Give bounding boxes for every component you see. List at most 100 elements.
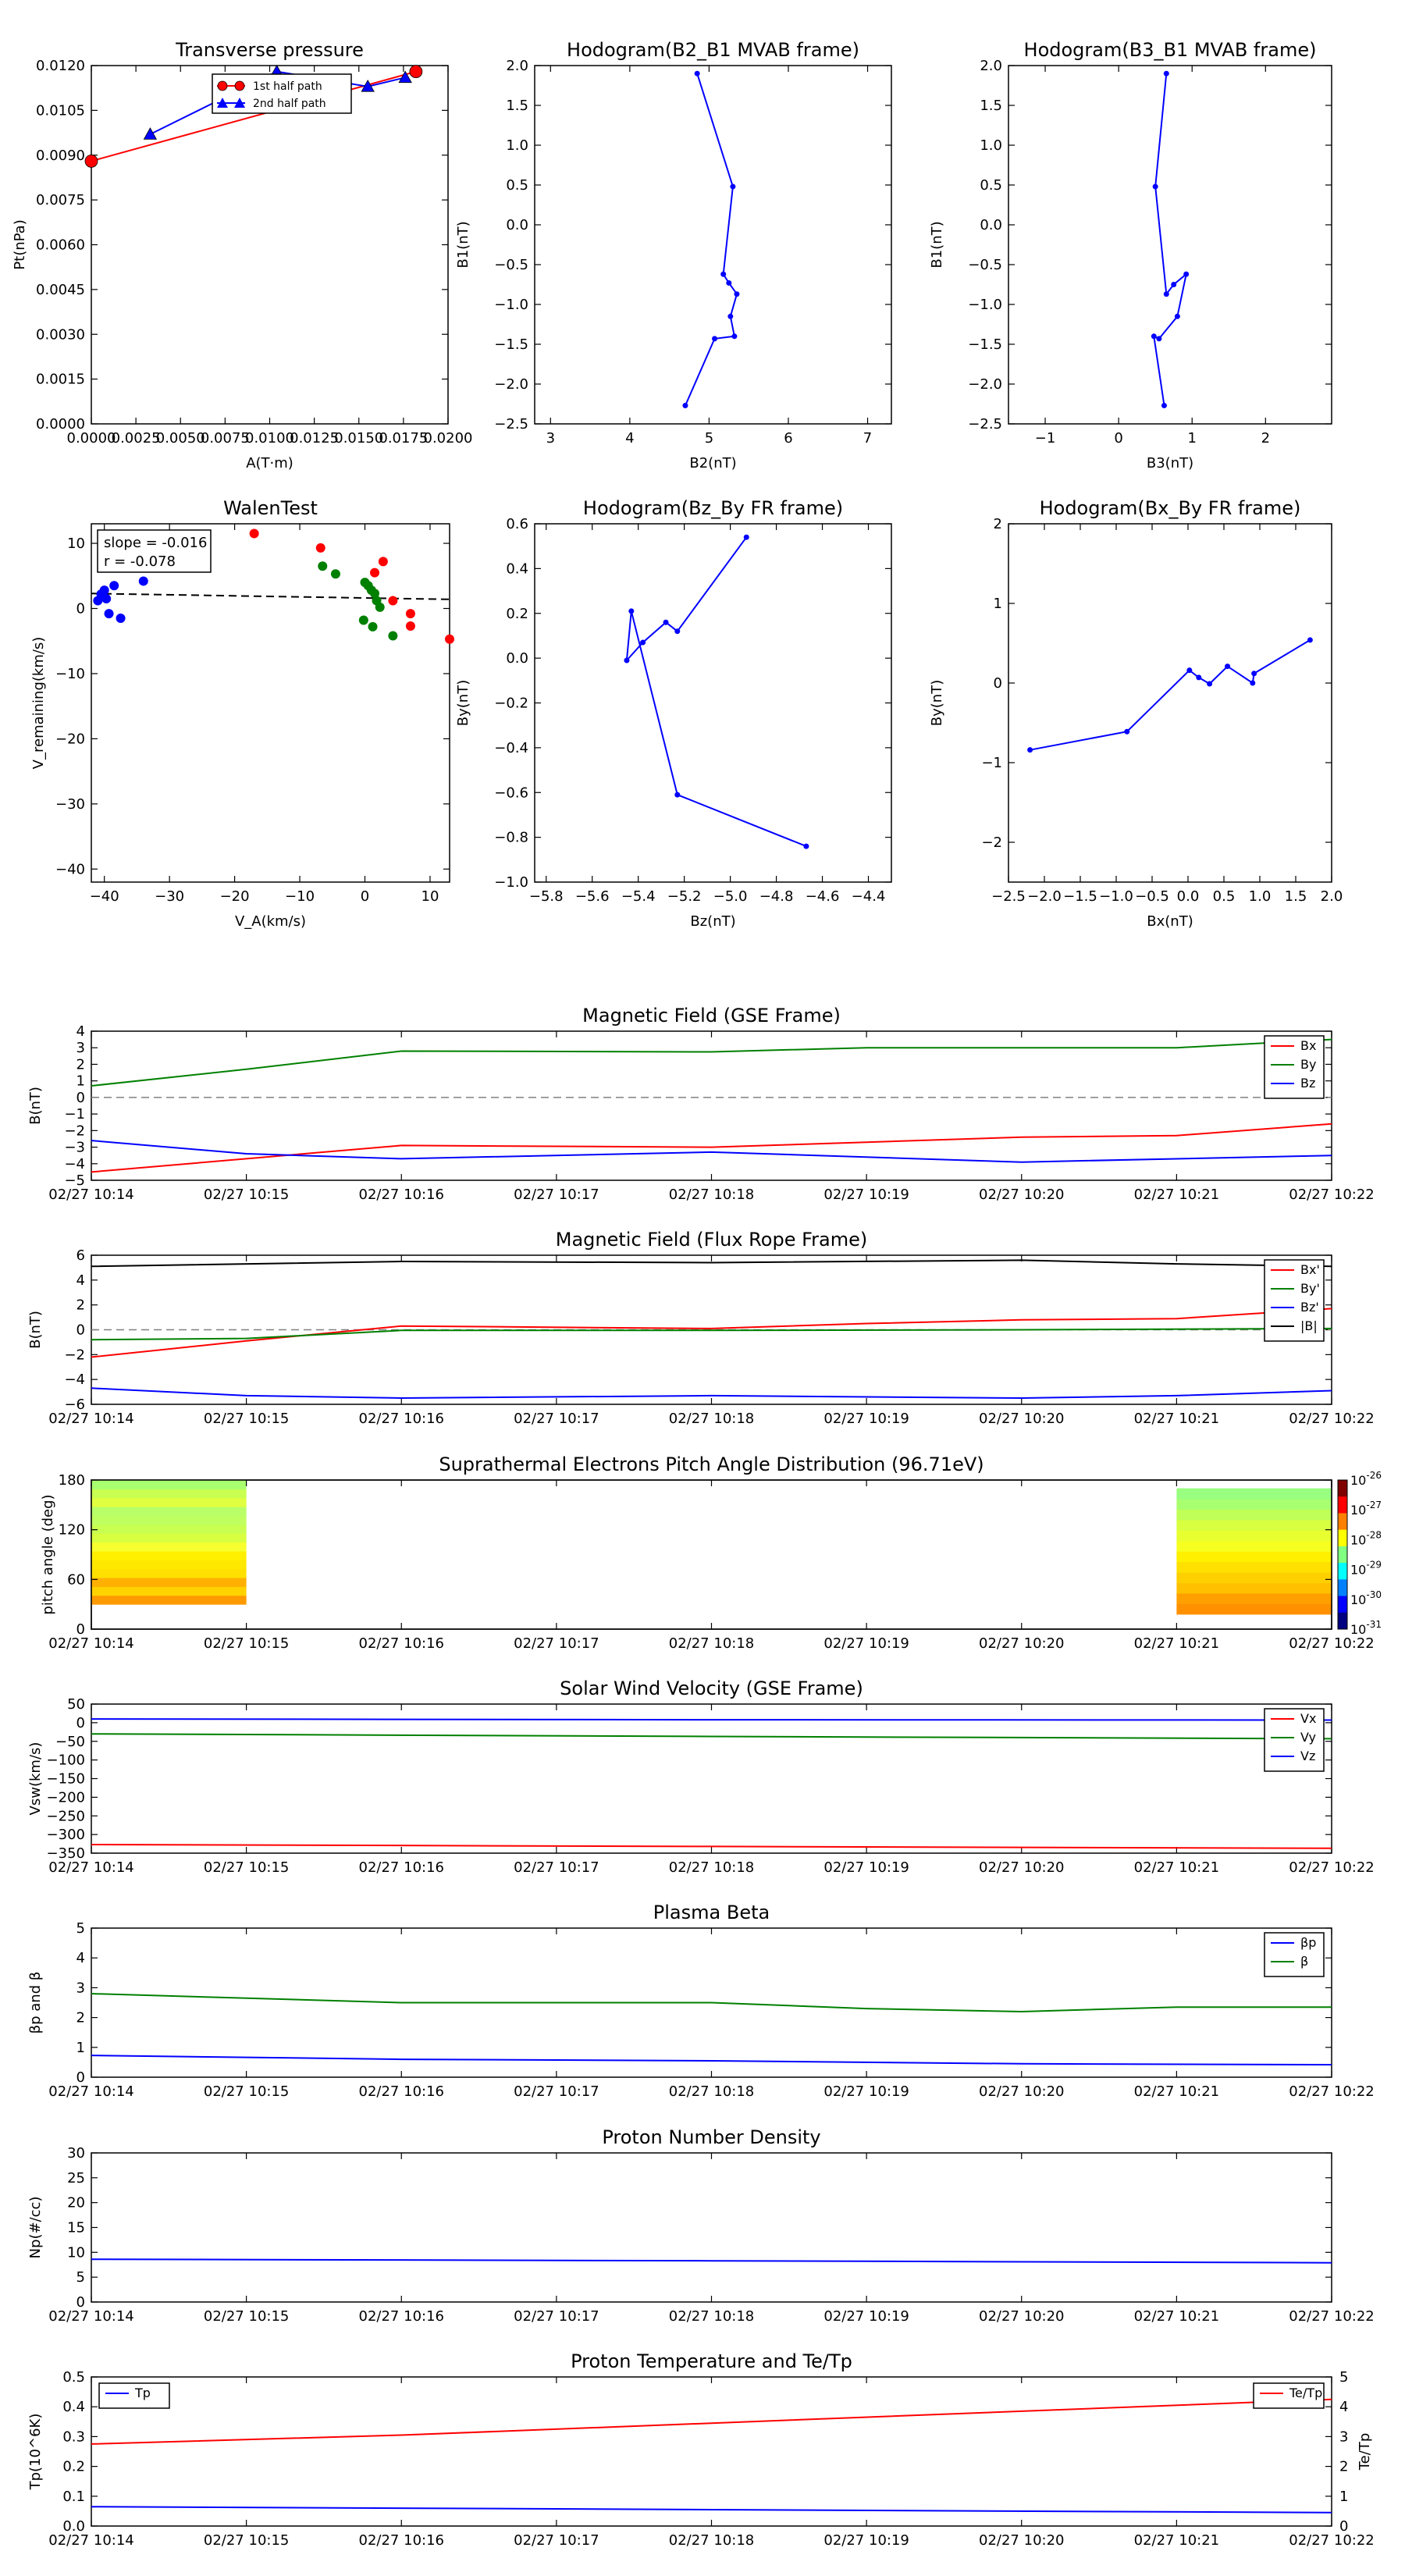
hodogram_bz_by-ytick-label: 0.2 — [506, 606, 528, 622]
walen_test-series-2-point — [249, 528, 259, 539]
hodogram_b3_b1-series-0-point — [1151, 333, 1157, 340]
vsw-ytick-label: 0 — [76, 1715, 85, 1731]
np-ytick-label: 15 — [67, 2220, 85, 2236]
hodogram_bx_by-xtick-label: 2.0 — [1321, 888, 1343, 905]
hodogram_bx_by-xtick-label: 1.0 — [1249, 888, 1272, 905]
np-chart: Proton Number Density 02/27 10:14 02/27 10… — [27, 2126, 1375, 2325]
pad-heat-cell — [1176, 1572, 1332, 1584]
walen_test-annotation: r = -0.078 — [104, 553, 176, 570]
vsw-xtick-label: 02/27 10:19 — [823, 1859, 909, 1876]
hodogram_b3_b1-xtick-label: 1 — [1188, 430, 1197, 447]
walen_test-series-2-point — [405, 621, 415, 632]
hodogram_bx_by-ytick-label: −2 — [981, 834, 1002, 851]
hodogram_b3_b1-series-0-point — [1156, 336, 1162, 342]
hodogram_b3_b1-series-line-0 — [1153, 73, 1188, 406]
vsw-ytick-label: 50 — [67, 1696, 85, 1713]
transverse_pressure-xlabel: A(T·m) — [246, 455, 293, 471]
mag_gse-frame — [91, 1030, 1332, 1181]
walen_test-series-0-point — [138, 576, 148, 586]
transverse_pressure-ytick-label: 0.0030 — [36, 326, 85, 343]
walen_test-series-2-point — [378, 557, 388, 567]
pad-ylabel: pitch angle (deg) — [40, 1494, 56, 1614]
mag_gse-xtick-label: 02/27 10:20 — [979, 1187, 1064, 1203]
pad-ytick-label: 0 — [76, 1621, 85, 1638]
hodogram_bz_by-ytick-label: −0.6 — [494, 785, 528, 801]
mag_fr-xtick-label: 02/27 10:15 — [204, 1411, 289, 1427]
pad-xtick-label: 02/27 10:22 — [1289, 1635, 1374, 1652]
tp-ytick-label: 0.5 — [62, 2369, 85, 2386]
pad-chart: Suprathermal Electrons Pitch Angle Distr… — [40, 1453, 1382, 1652]
walen_test-xtick-label: −40 — [90, 888, 119, 905]
transverse_pressure-series-1-point — [361, 79, 375, 92]
pad-heat-cell — [91, 1533, 247, 1543]
np-xtick-label: 02/27 10:22 — [1289, 2308, 1374, 2325]
hodogram_bx_by-series-0-point — [1250, 680, 1256, 686]
hodogram_b2_b1-ytick-label: −1.5 — [494, 336, 528, 353]
hodogram_bz_by-series-0-point — [743, 534, 749, 540]
hodogram_bz_by-series-0-point — [624, 657, 630, 664]
vsw-ytick-label: −100 — [47, 1752, 85, 1769]
transverse_pressure-legend-label: 2nd half path — [253, 98, 326, 110]
pad-heat-cell — [1176, 1540, 1332, 1552]
pad-heat-cell — [91, 1480, 247, 1489]
hodogram_b3_b1-ytick-label: −0.5 — [968, 257, 1002, 273]
tp-ytick-label: 0.2 — [62, 2459, 85, 2475]
hodogram_b2_b1-ytick-label: −2.0 — [494, 376, 528, 393]
transverse_pressure-ytick-label: 0.0045 — [36, 282, 85, 298]
hodogram_bz_by-series-0-point — [628, 608, 635, 614]
np-ytick-label: 30 — [67, 2145, 85, 2161]
hodogram_bx_by-xtick-label: −0.5 — [1135, 888, 1169, 905]
vsw-xtick-label: 02/27 10:15 — [204, 1859, 289, 1876]
pad-heat-cell — [1176, 1551, 1332, 1563]
mag_gse-legend-label: Bz — [1300, 1076, 1315, 1091]
hodogram_b3_b1-series-0-point — [1174, 313, 1180, 319]
hodogram_b3_b1-xtick-label: 2 — [1261, 430, 1270, 447]
beta-xtick-label: 02/27 10:15 — [204, 2083, 289, 2100]
tp-ylabel: Tp(10^6K) — [27, 2414, 44, 2491]
tp-ytick2-label: 4 — [1339, 2399, 1348, 2415]
pad-xtick-label: 02/27 10:16 — [359, 1635, 444, 1652]
transverse_pressure-legend-marker — [234, 80, 245, 91]
tp-series-line-1 — [91, 2398, 1332, 2445]
mag_gse-xtick-label: 02/27 10:14 — [48, 1187, 133, 1203]
np-xtick-label: 02/27 10:18 — [669, 2308, 754, 2325]
transverse_pressure-ytick-label: 0.0120 — [36, 58, 85, 74]
mag_fr-chart: Magnetic Field (Flux Rope Frame) 02/27 10… — [27, 1229, 1375, 1427]
walen_test-ytick-label: −10 — [55, 666, 85, 682]
pad-xtick-label: 02/27 10:18 — [669, 1635, 754, 1652]
vsw-ytick-label: −350 — [47, 1845, 85, 1862]
tp-xtick-label: 02/27 10:22 — [1289, 2532, 1374, 2549]
beta-xtick-label: 02/27 10:22 — [1289, 2083, 1374, 2100]
vsw-series-line-0 — [91, 1844, 1332, 1849]
vsw-xtick-label: 02/27 10:22 — [1289, 1859, 1374, 1876]
pad-xtick-label: 02/27 10:19 — [823, 1635, 909, 1652]
np-ytick-label: 25 — [67, 2170, 85, 2186]
pad-xtick-label: 02/27 10:15 — [204, 1635, 289, 1652]
transverse_pressure-xtick-label: 0.0050 — [156, 430, 205, 447]
tp-xtick-label: 02/27 10:16 — [359, 2532, 444, 2549]
transverse_pressure-xtick-label: 0.0175 — [379, 430, 428, 447]
hodogram_b2_b1-ylabel: B1(nT) — [455, 221, 471, 268]
transverse_pressure-xtick-label: 0.0100 — [245, 430, 294, 447]
np-xtick-label: 02/27 10:20 — [979, 2308, 1064, 2325]
tp-right-legend — [1253, 2382, 1325, 2409]
transverse_pressure-ytick-label: 0.0060 — [36, 237, 85, 254]
hodogram_bz_by-ytick-label: 0.4 — [506, 560, 528, 577]
mag_fr-ytick-label: 2 — [76, 1297, 85, 1314]
tp-xtick-label: 02/27 10:21 — [1134, 2532, 1219, 2549]
vsw-frame — [91, 1703, 1332, 1854]
beta-title: Plasma Beta — [653, 1902, 770, 1923]
mag_fr-legend-label: |B| — [1300, 1318, 1318, 1333]
walen_test-xtick-label: 10 — [422, 888, 439, 905]
pad-heat-cell — [91, 1560, 247, 1570]
hodogram_bz_by-xtick-label: −4.8 — [759, 888, 794, 905]
pad-title: Suprathermal Electrons Pitch Angle Distr… — [439, 1453, 984, 1475]
hodogram_b2_b1-ytick-label: −1.0 — [494, 297, 528, 313]
hodogram_b3_b1-ytick-label: 2.0 — [980, 58, 1002, 74]
vsw-ytick-label: −50 — [55, 1734, 85, 1750]
transverse_pressure-legend-marker — [217, 98, 228, 108]
walen_test-series-2-point — [315, 543, 325, 553]
hodogram_b3_b1-ytick-label: 1.0 — [980, 137, 1002, 154]
np-ytick-label: 20 — [67, 2195, 85, 2211]
pad-heat-cell — [91, 1578, 247, 1587]
